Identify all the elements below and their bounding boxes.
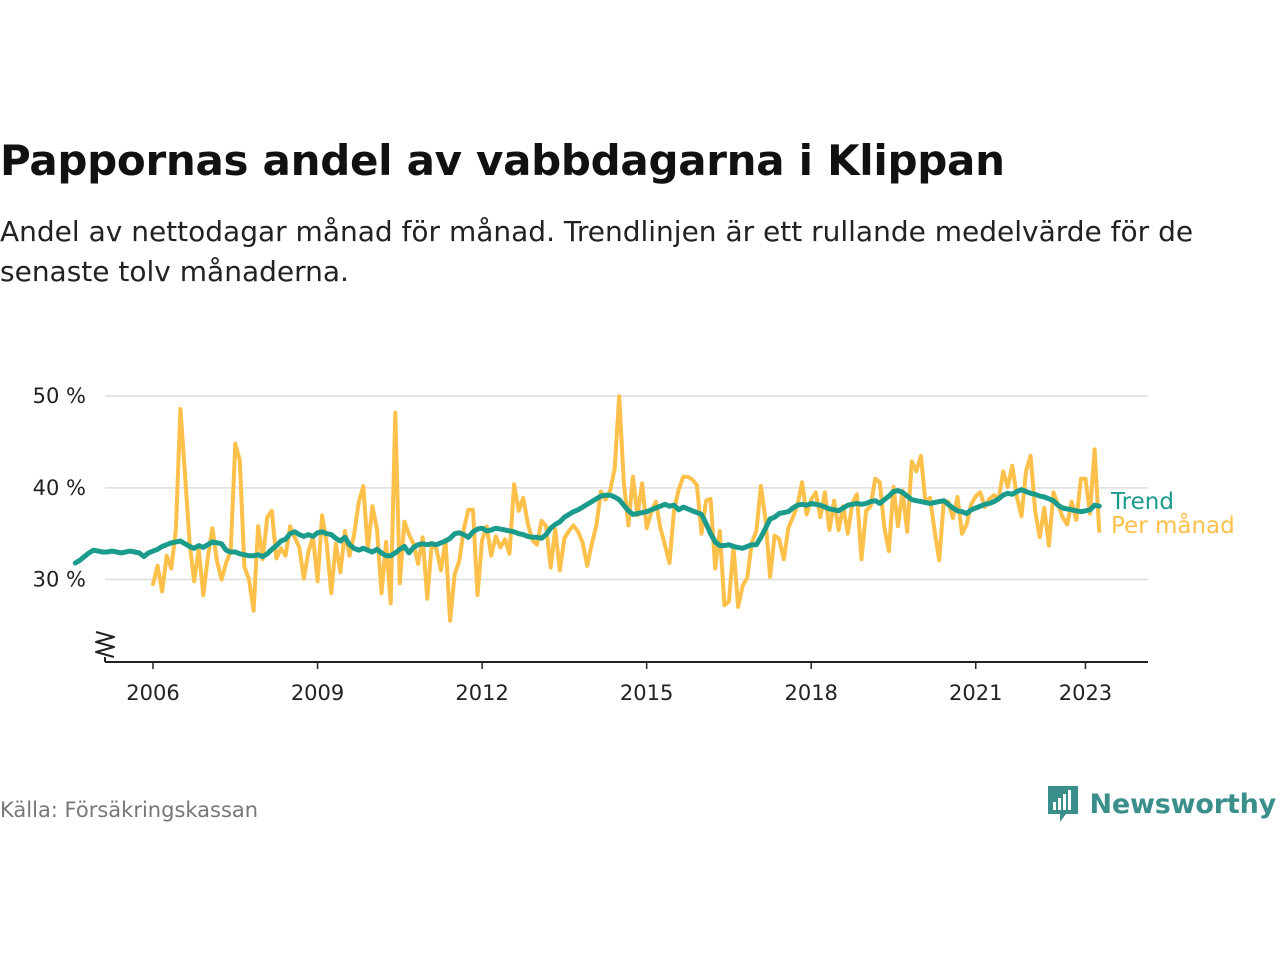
x-tick-label: 2009	[291, 681, 344, 705]
series-line-per-manad	[151, 394, 1102, 623]
brand-logo: Newsworthy	[1046, 784, 1276, 824]
x-tick-label: 2015	[620, 681, 673, 705]
brand-name: Newsworthy	[1089, 788, 1277, 820]
chart-title: Pappornas andel av vabbdagarna i Klippan	[0, 136, 1005, 185]
series-label-trend: Trend	[1110, 489, 1174, 515]
series-label-per-manad: Per månad	[1111, 511, 1235, 539]
x-tick-label: 2012	[455, 681, 508, 705]
y-tick-label: 50 %	[33, 384, 86, 408]
y-tick-label: 30 %	[33, 568, 86, 592]
chart-subtitle: Andel av nettodagar månad för månad. Tre…	[0, 215, 1194, 288]
source-note: Källa: Försäkringskassan	[0, 798, 259, 822]
axes: 30 % 40 % 50 % 2006 2009 2012 2015 2018 2021 2023	[33, 384, 1148, 705]
x-tick-label: 2006	[126, 681, 179, 705]
y-tick-label: 40 %	[33, 476, 86, 500]
series-lines	[72, 394, 1102, 623]
newsworthy-logo-icon	[1047, 786, 1078, 822]
axis-break-icon	[95, 631, 115, 658]
series-line-trend	[72, 487, 1102, 566]
x-tick-label: 2018	[784, 681, 837, 705]
x-tick-label: 2021	[949, 681, 1002, 705]
grid-lines	[105, 395, 1148, 581]
line-chart: 30 % 40 % 50 % 2006 2009 2012 2015 2018 2021 2023…	[33, 384, 1235, 705]
x-tick-label: 2023	[1059, 681, 1112, 705]
